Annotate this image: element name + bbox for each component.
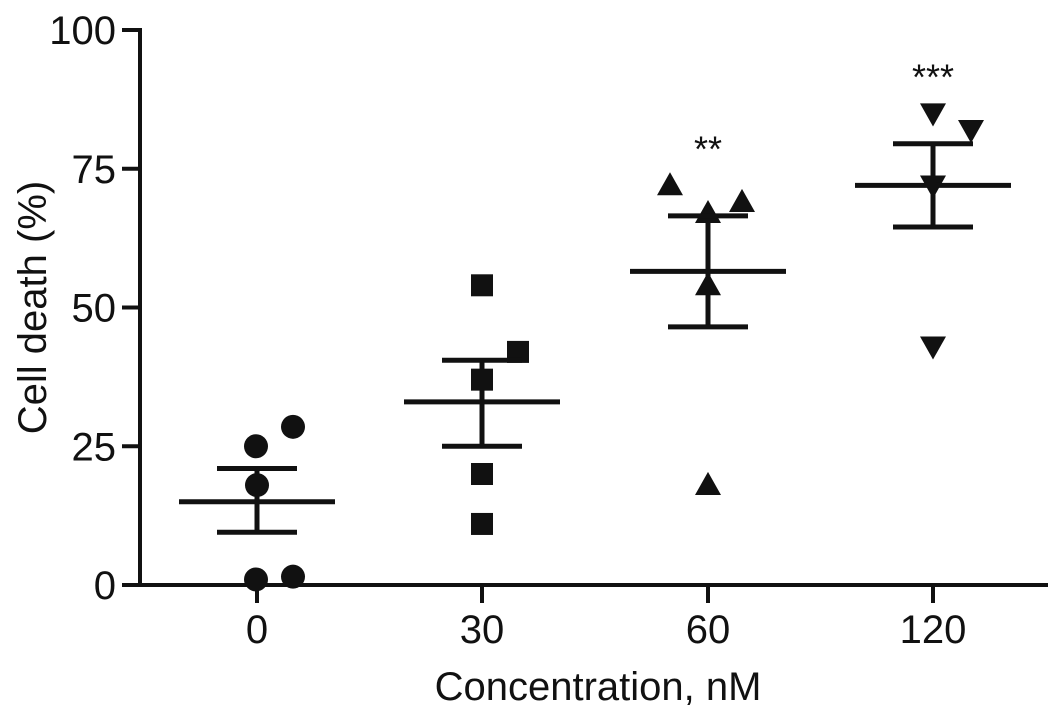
x-tick-label: 30 <box>460 608 505 652</box>
data-point-square <box>471 512 493 535</box>
x-tick-label: 120 <box>900 608 967 652</box>
y-tick-label: 50 <box>72 287 117 331</box>
y-axis-title: Cell death (%) <box>11 181 55 434</box>
x-axis-title: Concentration, nM <box>435 665 762 709</box>
data-point-square <box>507 340 529 363</box>
y-tick-label: 0 <box>94 564 116 608</box>
data-point-circle <box>281 564 305 589</box>
data-point-circle <box>244 434 268 459</box>
data-point-triangle-down <box>958 120 984 144</box>
y-tick-label: 75 <box>72 148 117 192</box>
y-tick-label: 100 <box>49 9 116 53</box>
data-layer: ***** <box>179 56 1011 592</box>
data-point-triangle-up <box>729 188 755 212</box>
group-30 <box>404 274 560 535</box>
group-120: *** <box>855 56 1011 360</box>
axes: 0 25 50 75 100 0 30 60 120 <box>49 9 1048 652</box>
data-point-triangle-down <box>920 336 946 360</box>
data-point-circle <box>281 414 305 439</box>
group-0 <box>179 414 335 592</box>
x-tick-label: 60 <box>686 608 731 652</box>
data-point-circle <box>244 567 268 592</box>
significance-label: *** <box>912 56 954 97</box>
y-tick-label: 25 <box>72 425 117 469</box>
data-point-triangle-up <box>657 172 683 196</box>
significance-label: ** <box>694 128 722 169</box>
x-tick-label: 0 <box>246 608 268 652</box>
data-point-square <box>471 463 493 485</box>
data-point-triangle-down <box>920 103 946 127</box>
data-point-square <box>471 274 493 297</box>
data-point-triangle-up <box>695 471 721 495</box>
group-60: ** <box>630 128 786 495</box>
